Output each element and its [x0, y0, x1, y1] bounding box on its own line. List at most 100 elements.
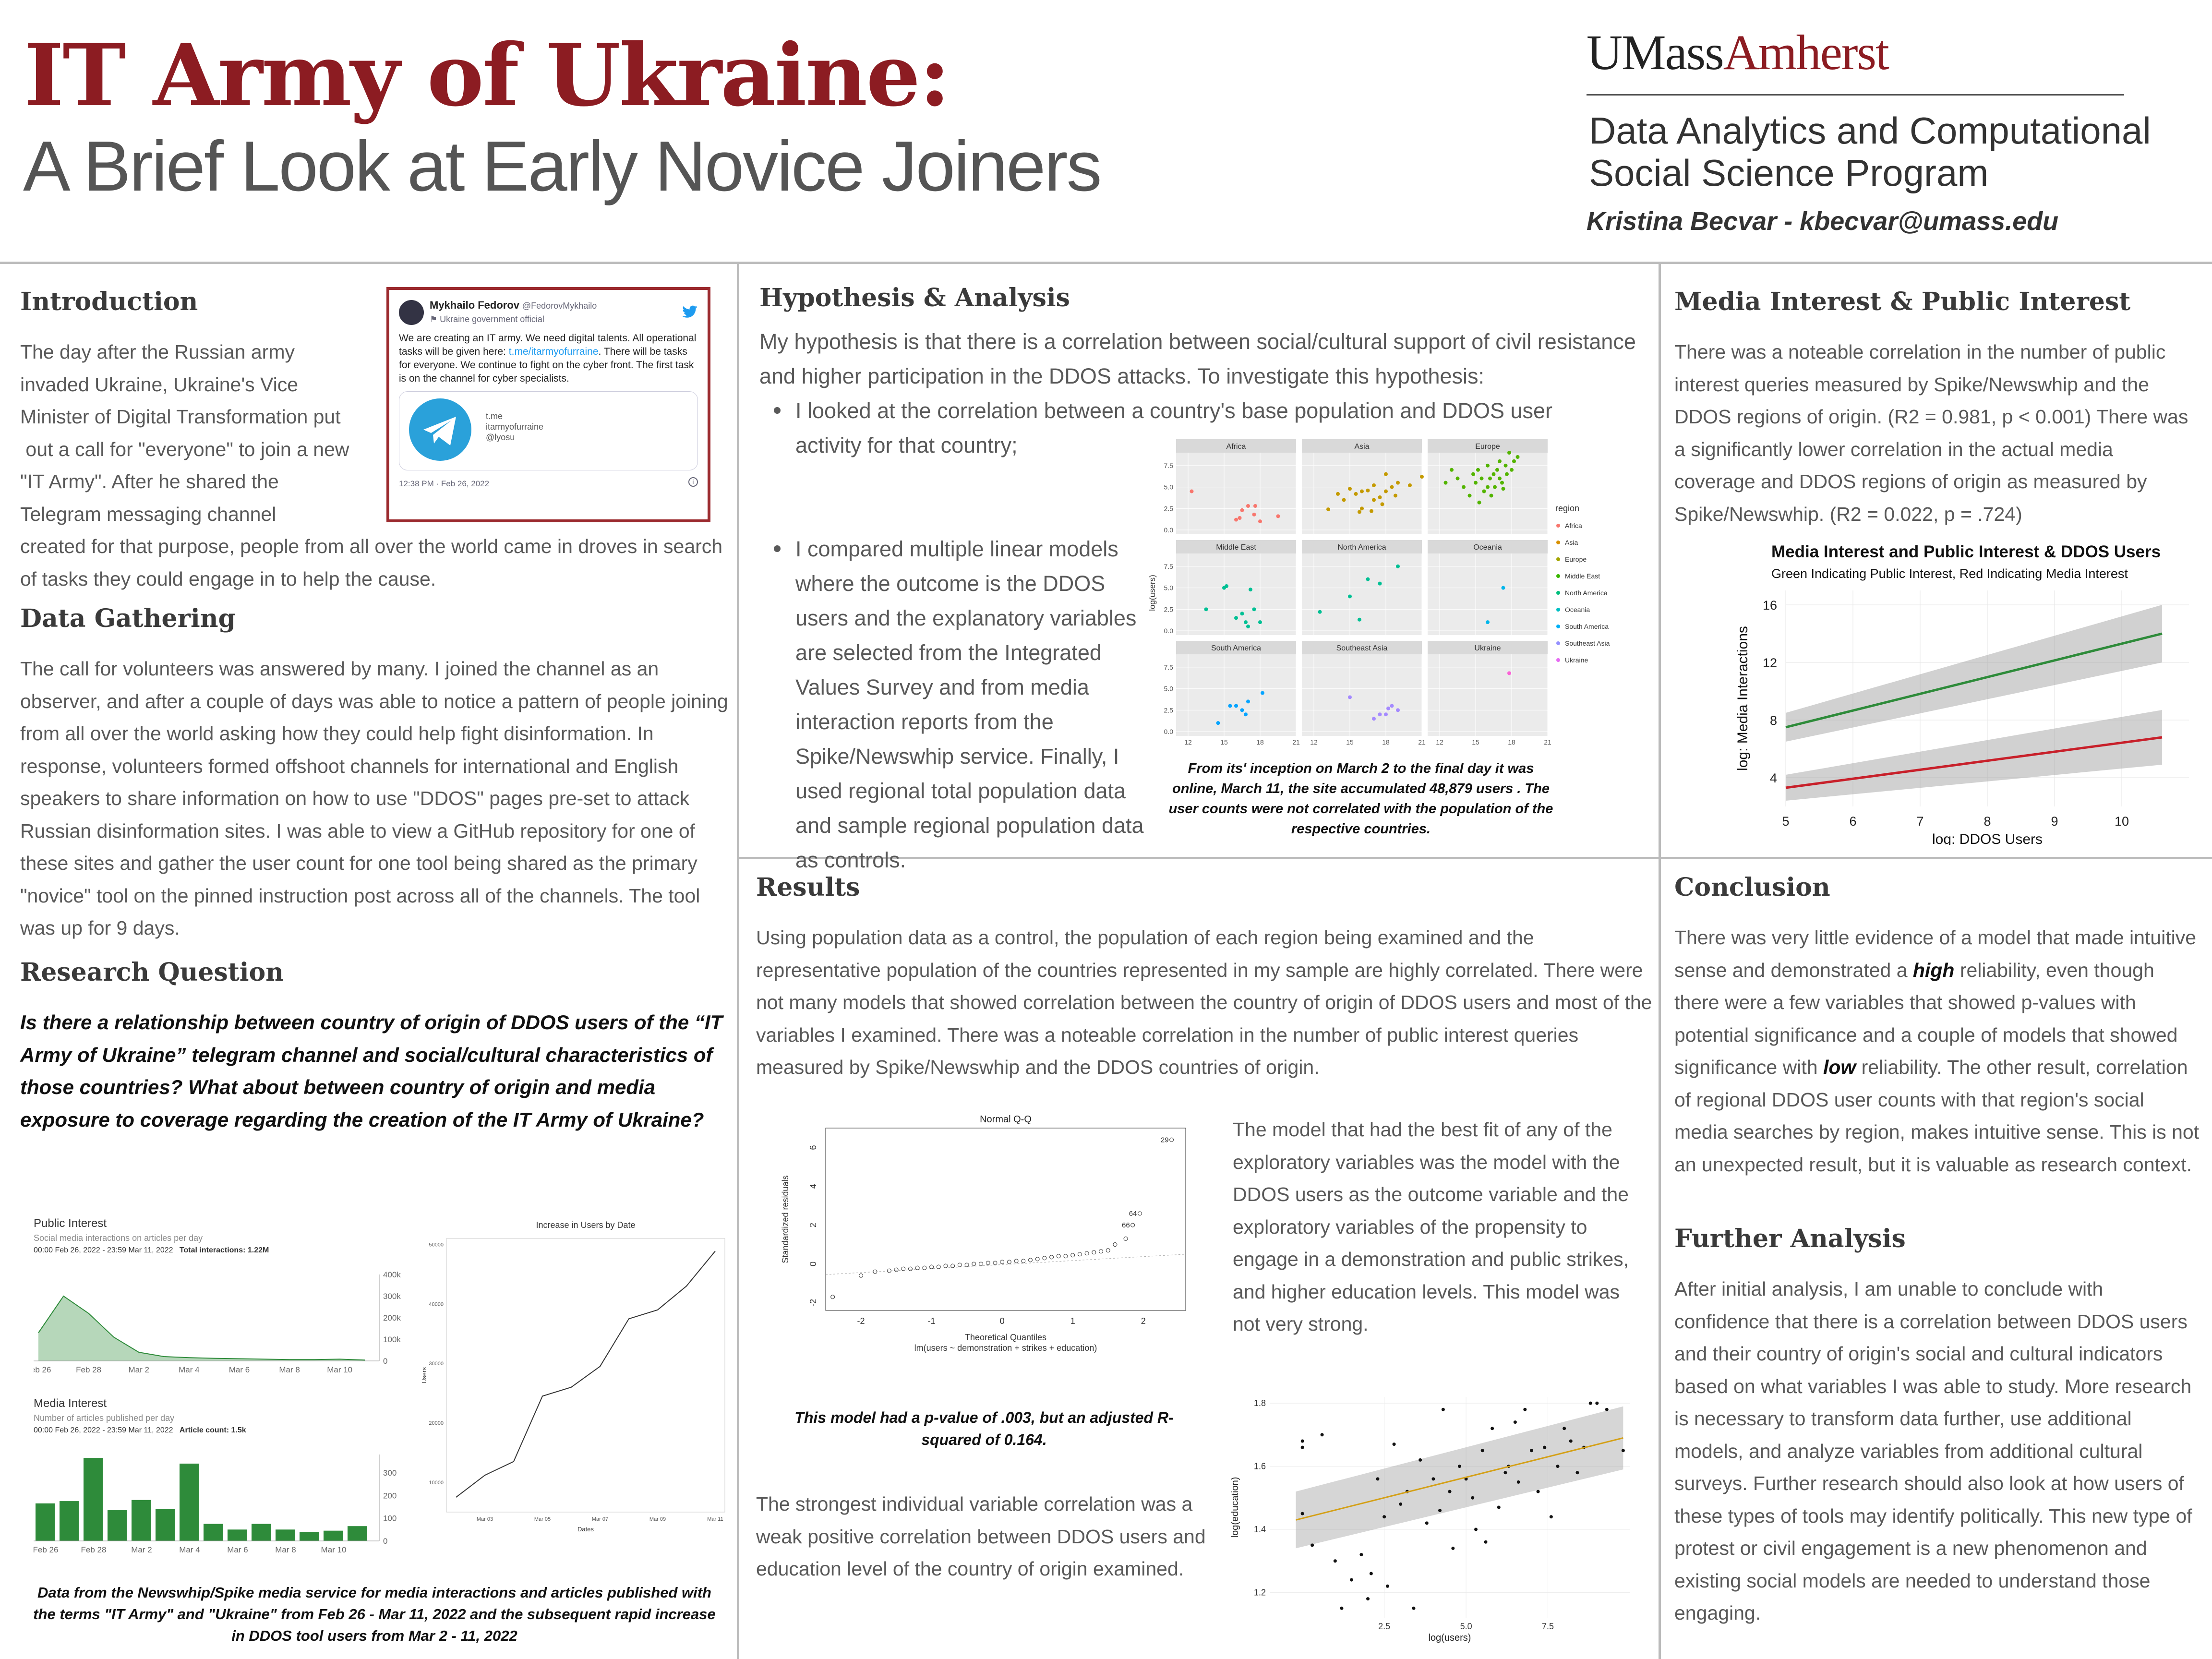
data-point — [1354, 492, 1358, 496]
facet-panel — [1176, 453, 1296, 534]
public-interest-title: Public Interest — [34, 1217, 107, 1230]
program-name: Data Analytics and Computational Social S… — [1589, 109, 2151, 194]
media-text: There was a noteable correlation in the … — [1674, 341, 2188, 525]
public-interest-chart: Public Interest Social media interaction… — [34, 1217, 418, 1380]
data-point — [1258, 519, 1262, 524]
plot-frame — [825, 1128, 1186, 1311]
facet-panel — [1428, 654, 1548, 736]
y-tick-label: 0.0 — [1164, 526, 1174, 534]
data-point — [1366, 577, 1370, 581]
legend-label: Africa — [1565, 522, 1582, 529]
confidence-band — [1786, 605, 2162, 742]
data-point — [1480, 1449, 1484, 1453]
data-point — [1056, 1254, 1061, 1259]
media-interest-title: Media Interest — [34, 1397, 107, 1410]
data-point — [1137, 1211, 1142, 1216]
y-tick-label: 8 — [1770, 713, 1777, 728]
x-tick-label: 18 — [1508, 738, 1515, 746]
facet-panel — [1302, 553, 1422, 635]
facet-panel — [1176, 553, 1296, 635]
media-interest-chart: Media Interest Number of articles publis… — [34, 1397, 418, 1560]
media-interest-total: Article count: 1.5k — [179, 1426, 246, 1434]
data-point — [1372, 483, 1376, 487]
facet-label: Europe — [1475, 443, 1500, 451]
bar — [108, 1510, 127, 1541]
fit-line — [1785, 632, 2163, 729]
question-text: Is there a relationship between country … — [20, 1011, 723, 1131]
data-point — [1225, 584, 1228, 588]
results-text: Using population data as a control, the … — [756, 926, 1652, 1078]
tweet-link[interactable]: t.me/itarmyofurraine — [508, 346, 599, 357]
bar — [132, 1500, 151, 1541]
y-tick-label: 30000 — [429, 1361, 444, 1367]
data-point — [1386, 706, 1390, 710]
y-tick-label: 400k — [383, 1270, 401, 1279]
data-point — [1063, 1254, 1068, 1259]
data-point — [901, 1266, 906, 1271]
data-point — [1507, 671, 1511, 675]
data-point — [894, 1267, 899, 1272]
data-point — [1491, 1427, 1494, 1431]
data-point — [1240, 708, 1244, 712]
telegram-logo-icon — [409, 398, 471, 461]
data-point — [1529, 1449, 1533, 1453]
brand-divider — [1587, 94, 2124, 96]
data-point — [1238, 516, 1242, 520]
data-point — [1240, 508, 1244, 512]
data-point — [1007, 1260, 1011, 1264]
legend-label: Oceania — [1565, 606, 1590, 613]
facet-panel — [1176, 654, 1296, 736]
x-tick-label: -1 — [928, 1316, 936, 1326]
data-point — [1372, 498, 1376, 502]
y-tick-label: 5.0 — [1164, 584, 1174, 592]
facet-label: Oceania — [1473, 543, 1502, 552]
education-scatter: 1.8 1.6 1.4 1.2 2.5 5.0 7.5 log(users) log(educa… — [1230, 1397, 1630, 1643]
data-point — [1378, 712, 1382, 717]
legend-swatch — [1556, 591, 1560, 595]
column-divider-2 — [1659, 262, 1661, 1659]
data-point — [1380, 502, 1384, 506]
author: Kristina Becvar - kbecvar@umass.edu — [1587, 207, 2059, 236]
y-axis-label: log(education) — [1230, 1477, 1240, 1538]
column-divider-1 — [737, 262, 739, 1659]
data-point — [1515, 455, 1520, 459]
data-point — [1471, 472, 1475, 476]
data-point — [1408, 483, 1412, 487]
data-point — [1513, 1420, 1517, 1424]
data-point — [1359, 1553, 1363, 1557]
legend-title: region — [1555, 504, 1579, 513]
x-tick-label: 15 — [1472, 738, 1479, 746]
y-tick-label: 1.4 — [1254, 1525, 1266, 1534]
facet-panel — [1302, 453, 1422, 534]
data-point — [915, 1265, 920, 1270]
plot-frame — [446, 1238, 725, 1513]
bar — [276, 1529, 295, 1541]
conclusion-text: There was very little evidence of a mode… — [1674, 922, 2200, 1181]
data-point — [1028, 1258, 1033, 1262]
y-tick-label: 0.0 — [1164, 728, 1174, 735]
info-icon[interactable]: i — [688, 477, 698, 487]
facet-strip — [1176, 641, 1296, 654]
y-tick-label: 0 — [383, 1357, 387, 1366]
tweet-embed[interactable]: Mykhailo Fedorov @FedorovMykhailo ⚑ Ukra… — [386, 287, 710, 522]
facet-strip — [1428, 641, 1548, 654]
emphasis-low: low — [1823, 1056, 1856, 1078]
data-point — [1385, 1584, 1389, 1588]
data-point — [1348, 487, 1352, 491]
data-point — [1130, 1223, 1135, 1227]
gathering-heading: Data Gathering — [20, 604, 236, 633]
card-handle: @lyosu — [486, 433, 515, 442]
qq-caption: This model had a p-value of .003, but an… — [794, 1409, 1174, 1448]
chart-title: Normal Q-Q — [980, 1114, 1032, 1125]
y-axis-label: Users — [421, 1367, 428, 1383]
data-point — [1360, 506, 1364, 511]
legend-swatch — [1556, 524, 1560, 528]
y-tick-label: 7.5 — [1164, 462, 1174, 469]
data-point — [950, 1263, 955, 1268]
y-tick-label: -2 — [808, 1299, 818, 1307]
data-point — [1234, 704, 1238, 708]
data-point — [1493, 485, 1497, 489]
fit-line — [1785, 736, 2163, 789]
data-point — [1392, 1443, 1396, 1446]
tweet-link-card[interactable]: t.me itarmyofurraine @lyosu — [399, 391, 698, 470]
